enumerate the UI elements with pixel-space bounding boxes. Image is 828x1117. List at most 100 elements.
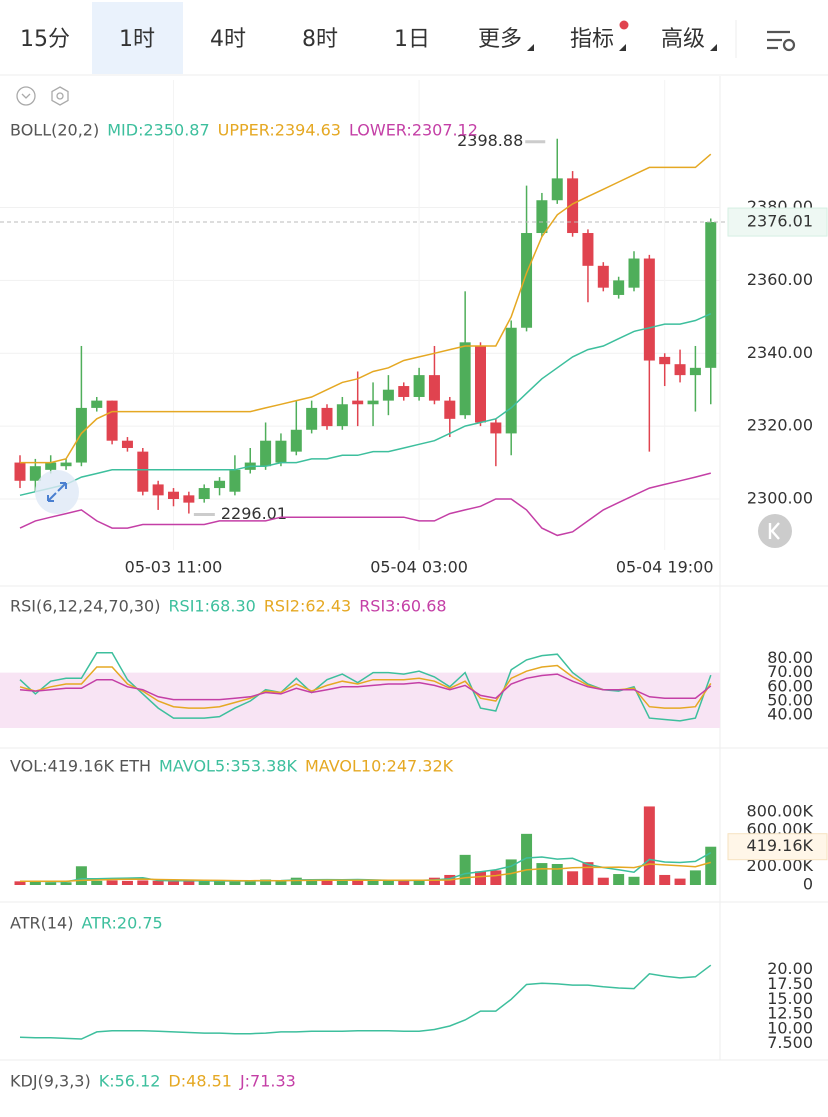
indicator-line: [19, 964, 712, 1040]
indicator-label: D:48.51: [168, 1072, 232, 1091]
volume-bar: [152, 880, 164, 885]
volume-bar: [689, 870, 701, 885]
volume-bar: [275, 880, 287, 885]
candle-body: [567, 178, 579, 234]
candle-body: [705, 222, 717, 368]
indicator-label: J:71.33: [239, 1072, 296, 1091]
candle-body: [137, 451, 149, 492]
volume-bar: [628, 876, 640, 885]
volume-bar: [567, 871, 579, 885]
indicator-label: K:56.12: [99, 1072, 161, 1091]
indicator-label: BOLL(20,2): [10, 121, 99, 140]
plots: 2300.002320.002340.002360.002380.00BOLL(…: [0, 80, 828, 1091]
candle-body: [306, 407, 318, 430]
volume-bar: [244, 880, 256, 885]
y-tick-label: 20.00: [767, 959, 813, 978]
collapse-icon[interactable]: [16, 86, 36, 106]
indicator-label: ATR(14): [10, 914, 73, 933]
indicator-label: MAVOL10:247.32K: [305, 757, 454, 776]
toolbar-icons: [16, 86, 69, 106]
volume-bar: [597, 877, 609, 885]
volume-bar: [659, 874, 671, 885]
volume-bar: [459, 854, 471, 885]
indicator-label: RSI3:60.68: [359, 597, 446, 616]
dropdown-caret: [527, 44, 534, 51]
volume-bar: [398, 880, 410, 885]
volume-bar: [290, 877, 302, 885]
volume-bar: [321, 880, 333, 885]
expand-button[interactable]: [35, 470, 79, 514]
indicator-line: [20, 861, 712, 883]
candle-body: [45, 462, 57, 470]
volume-bar: [382, 880, 394, 885]
y-tick-label: 70.00: [767, 662, 813, 681]
volume-bar: [428, 877, 440, 885]
volume-bar: [613, 874, 625, 885]
tab[interactable]: 4时: [210, 27, 246, 52]
candle-body: [260, 440, 272, 467]
candle-body: [29, 466, 41, 481]
candle-body: [490, 422, 502, 434]
indicator-label: ATR:20.75: [81, 914, 162, 933]
volume-bar: [643, 806, 655, 885]
candle-body: [505, 327, 517, 434]
candle-body: [183, 495, 195, 503]
candle-body: [382, 389, 394, 401]
candle-body: [551, 178, 563, 201]
tab[interactable]: 指标: [570, 27, 614, 52]
y-tick-label: 200.00K: [747, 856, 814, 875]
y-tick-label: 15.00: [767, 989, 813, 1008]
last-price-label: 2376.01: [747, 212, 813, 231]
candle-body: [367, 400, 379, 405]
tab[interactable]: 8时: [302, 27, 338, 52]
y-tick-label: 12.50: [767, 1004, 813, 1023]
volume-bar: [505, 859, 517, 885]
candle-body: [75, 407, 87, 463]
y-tick-label: 800.00K: [747, 801, 814, 820]
indicator-label: RSI(6,12,24,70,30): [10, 597, 160, 616]
candle-body: [659, 356, 671, 365]
volume-bar: [674, 878, 686, 885]
candle-body: [91, 400, 103, 408]
indicator-line: [19, 472, 711, 537]
indicator-label: VOL:419.16K ETH: [10, 757, 151, 776]
y-tick-label: 7.500: [767, 1033, 813, 1052]
y-tick-label: 10.00: [767, 1018, 813, 1037]
indicator-label: RSI1:68.30: [168, 597, 255, 616]
volume-bar: [490, 870, 502, 885]
candle-body: [398, 386, 410, 397]
candle-body: [536, 200, 548, 234]
candle-body: [14, 462, 26, 481]
chevron: [21, 93, 31, 99]
indicator-line: [20, 153, 712, 464]
candle-body: [275, 440, 287, 463]
candle-body: [597, 265, 609, 288]
tab[interactable]: 高级: [661, 27, 705, 52]
volume-bar: [306, 879, 318, 885]
dropdown-caret: [710, 44, 717, 51]
candle-body: [198, 488, 210, 499]
tab[interactable]: 1时: [119, 27, 155, 52]
volume-bar: [475, 871, 486, 885]
y-tick-label: 17.50: [767, 974, 813, 993]
tab[interactable]: 15分: [20, 27, 70, 52]
candle-body: [643, 258, 655, 361]
y-tick-label: 2340.00: [747, 343, 813, 362]
x-tick-label: 05-04 03:00: [370, 558, 468, 577]
volume-bar: [29, 881, 41, 885]
volume-bar: [137, 880, 149, 885]
tab[interactable]: 更多: [478, 27, 522, 52]
volume-bar: [521, 833, 533, 885]
indicator-label: KDJ(9,3,3): [10, 1072, 91, 1091]
candle-body: [689, 367, 701, 376]
settings-icon[interactable]: [767, 30, 796, 52]
indicator-label: MID:2350.87: [107, 121, 209, 140]
candle-body: [336, 404, 348, 427]
tab[interactable]: 1日: [394, 27, 430, 52]
settings-hex[interactable]: [51, 86, 69, 106]
section-separators: [0, 76, 828, 1061]
candle-body: [475, 345, 486, 423]
scroll-latest-button[interactable]: [758, 514, 792, 548]
candle-body: [106, 400, 118, 441]
last-price-tag: [727, 207, 828, 237]
